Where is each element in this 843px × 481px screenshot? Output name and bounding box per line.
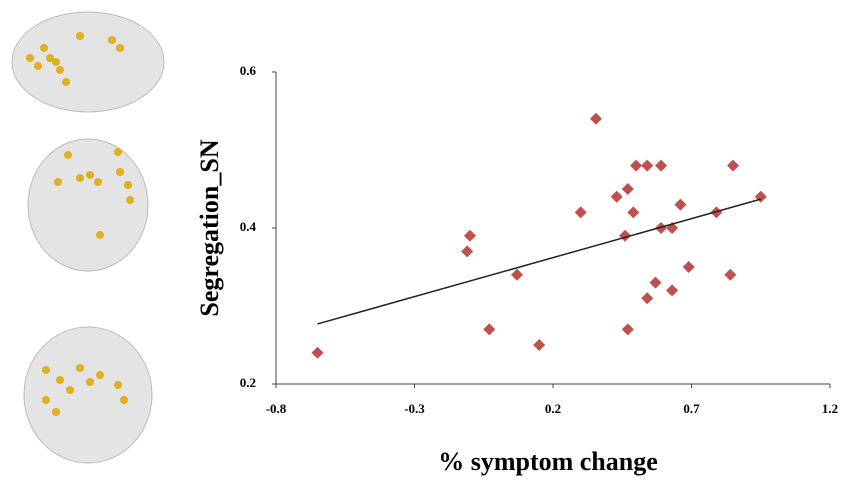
point (610, 190, 623, 203)
nodes-axial (54, 148, 134, 239)
point (682, 261, 695, 273)
x-tick-label: 0.2 (545, 401, 561, 416)
point (461, 245, 474, 258)
point (483, 323, 496, 336)
x-axis-label: % symptom change (438, 447, 658, 476)
x-tick-label: 0.7 (683, 401, 700, 416)
y-tick-label: 0.6 (240, 63, 257, 78)
point (627, 206, 640, 219)
point (724, 268, 737, 281)
point (311, 346, 324, 359)
y-tick-label: 0.2 (240, 375, 256, 390)
y-axis-label: Segregation_SN (195, 139, 224, 316)
point (621, 183, 634, 195)
point (710, 206, 723, 219)
x-tick-label: -0.3 (404, 401, 425, 416)
x-tick-label: 1.2 (822, 401, 838, 416)
nodes-sagittal (26, 32, 124, 86)
point (621, 323, 634, 336)
brain-coronal (23, 326, 153, 464)
trend-line (317, 198, 761, 325)
point (649, 276, 662, 289)
point (641, 292, 654, 305)
point (641, 159, 654, 172)
brain-axial (27, 138, 149, 272)
point (589, 112, 602, 125)
point (655, 159, 668, 172)
y-tick-label: 0.4 (240, 219, 257, 234)
point (674, 198, 687, 211)
brain-sagittal (11, 11, 165, 113)
point (510, 268, 523, 281)
point (727, 159, 740, 172)
brain-images (11, 11, 165, 464)
point (574, 206, 587, 219)
x-tick-label: -0.8 (266, 401, 287, 416)
nodes-coronal (42, 364, 128, 416)
point (655, 222, 668, 234)
point (630, 159, 643, 172)
point (533, 339, 546, 351)
point (666, 284, 679, 297)
point (463, 229, 476, 242)
